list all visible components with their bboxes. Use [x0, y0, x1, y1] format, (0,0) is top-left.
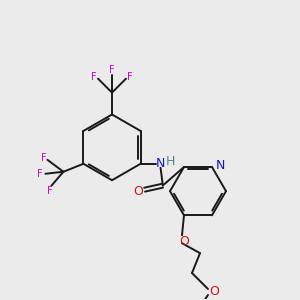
Text: F: F — [91, 72, 97, 82]
Text: O: O — [179, 235, 189, 248]
Text: N: N — [215, 158, 225, 172]
Text: H: H — [166, 155, 175, 168]
Text: F: F — [37, 169, 42, 179]
Text: F: F — [109, 65, 115, 75]
Text: F: F — [46, 186, 52, 196]
Text: N: N — [156, 157, 165, 170]
Text: F: F — [40, 153, 46, 163]
Text: O: O — [209, 286, 219, 298]
Text: O: O — [134, 185, 143, 198]
Text: F: F — [127, 72, 133, 82]
